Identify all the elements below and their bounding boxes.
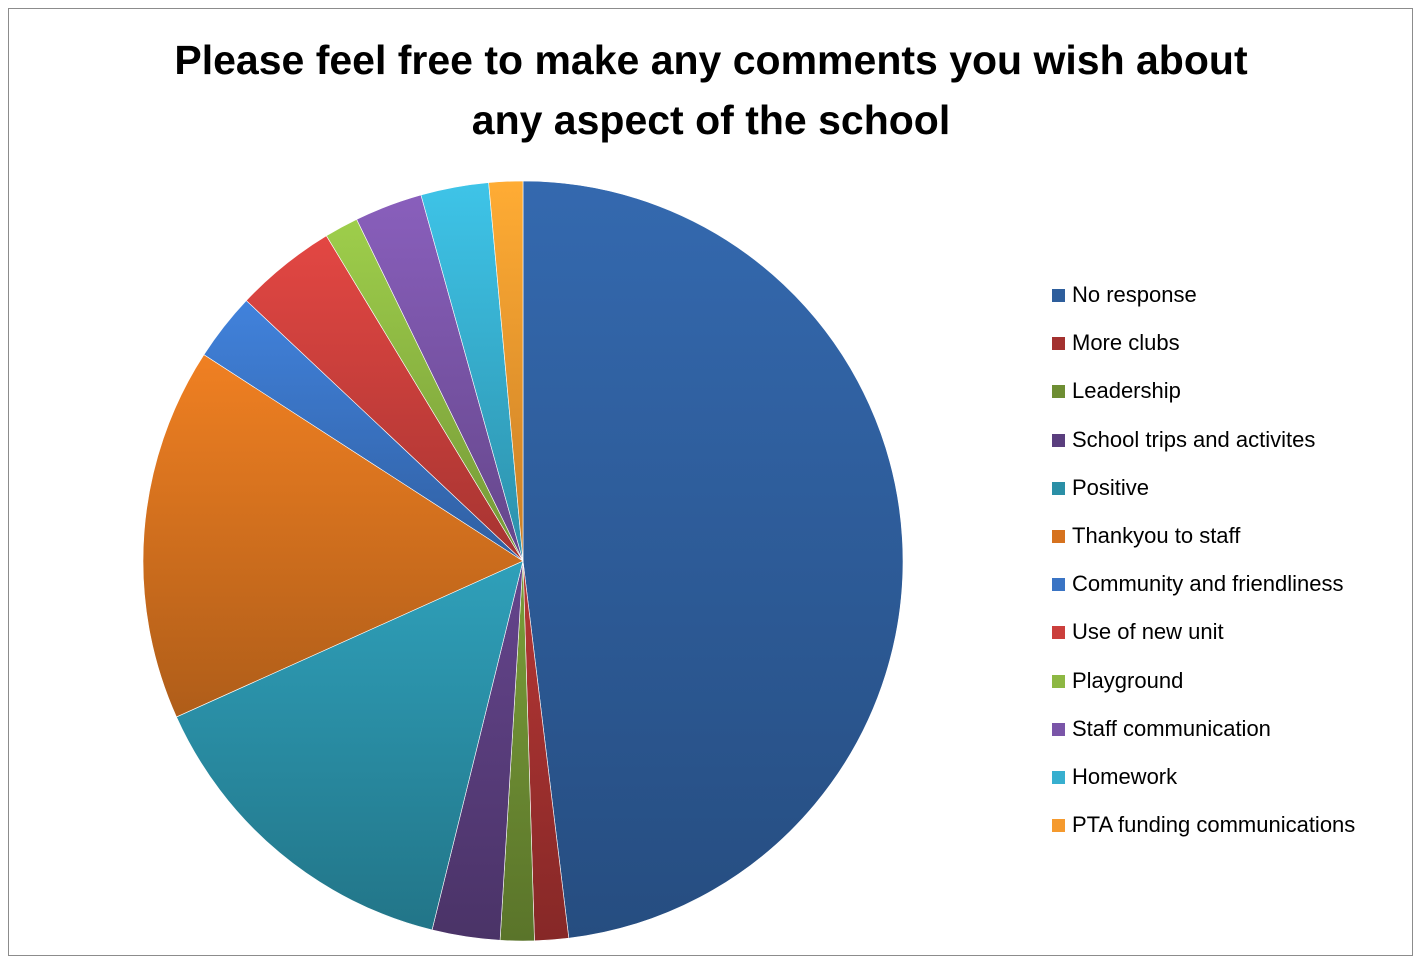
legend-swatch bbox=[1052, 337, 1065, 351]
pie-slice-positive bbox=[176, 560, 524, 931]
legend-item-positive: Positive bbox=[1052, 473, 1355, 521]
legend-label: Positive bbox=[1072, 474, 1150, 500]
legend-item-pta-funding-communications: PTA funding communications bbox=[1052, 810, 1355, 858]
chart-title-line-2: any aspect of the school bbox=[471, 97, 951, 143]
legend-swatch bbox=[1052, 578, 1065, 592]
chart-title-line-1: Please feel free to make any comments yo… bbox=[174, 37, 1248, 83]
pie-slice-thankyou-to-staff bbox=[142, 354, 524, 718]
legend-swatch bbox=[1052, 529, 1065, 543]
legend-item-thankyou-to-staff: Thankyou to staff bbox=[1052, 521, 1355, 569]
legend-swatch bbox=[1052, 722, 1065, 736]
legend-swatch bbox=[1052, 626, 1065, 640]
legend-item-playground: Playground bbox=[1052, 666, 1355, 714]
legend-label: No response bbox=[1072, 282, 1197, 307]
legend-swatch bbox=[1052, 433, 1065, 447]
pie-slice-no-response bbox=[522, 180, 904, 939]
legend-item-use-of-new-unit: Use of new unit bbox=[1052, 617, 1355, 665]
legend-label: School trips and activites bbox=[1072, 426, 1316, 452]
legend-item-community-and-friendliness: Community and friendliness bbox=[1052, 569, 1355, 617]
legend-item-leadership: Leadership bbox=[1052, 376, 1355, 424]
legend-label: PTA funding communications bbox=[1072, 812, 1356, 838]
legend-swatch bbox=[1052, 770, 1065, 784]
legend-item-no-response: No response bbox=[1052, 280, 1355, 328]
legend: No response More clubs Leadership School tr… bbox=[1052, 280, 1355, 858]
legend-label: More clubs bbox=[1072, 330, 1180, 356]
legend-item-school-trips-and-activites: School trips and activites bbox=[1052, 425, 1355, 473]
legend-label: Thankyou to staff bbox=[1072, 522, 1241, 548]
legend-swatch bbox=[1052, 289, 1065, 302]
legend-label: Staff communication bbox=[1072, 715, 1271, 741]
legend-swatch bbox=[1052, 674, 1065, 688]
legend-label: Playground bbox=[1072, 667, 1184, 693]
legend-swatch bbox=[1052, 385, 1065, 399]
legend-swatch bbox=[1052, 481, 1065, 495]
legend-label: Use of new unit bbox=[1072, 619, 1224, 645]
legend-label: Homework bbox=[1072, 763, 1178, 789]
legend-swatch bbox=[1052, 819, 1065, 833]
chart-title: Please feel free to make any comments yo… bbox=[0, 30, 1422, 150]
legend-item-homework: Homework bbox=[1052, 762, 1355, 810]
legend-item-staff-communication: Staff communication bbox=[1052, 714, 1355, 762]
pie-slice-pta-funding-communications bbox=[488, 180, 524, 562]
legend-label: Leadership bbox=[1072, 378, 1181, 404]
legend-item-more-clubs: More clubs bbox=[1052, 328, 1355, 376]
pie-slices bbox=[142, 180, 904, 942]
legend-label: Community and friendliness bbox=[1072, 571, 1344, 597]
